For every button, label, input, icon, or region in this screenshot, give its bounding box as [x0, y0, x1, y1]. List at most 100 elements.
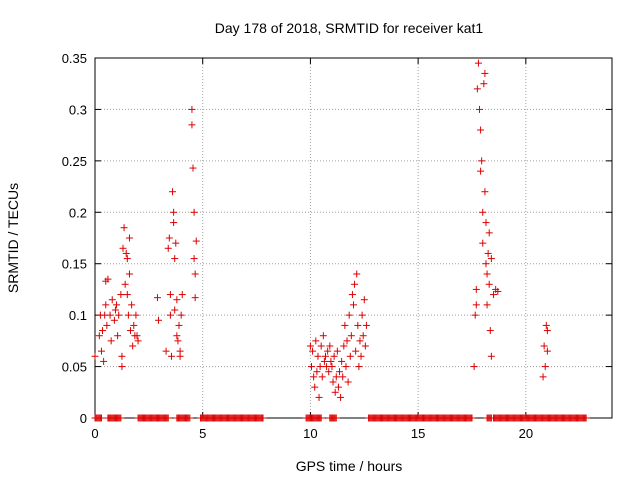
data-point	[359, 332, 367, 340]
data-point	[362, 321, 370, 329]
data-point	[541, 363, 549, 371]
data-point	[95, 332, 103, 340]
data-point	[188, 105, 196, 113]
data-point	[190, 255, 198, 263]
data-point	[340, 342, 348, 350]
x-tick-label: 0	[91, 426, 98, 441]
data-point	[164, 244, 172, 252]
data-point	[539, 373, 547, 381]
data-point	[314, 352, 322, 360]
data-point	[484, 249, 492, 257]
data-point	[130, 321, 138, 329]
y-tick-label: 0	[80, 411, 87, 426]
data-point	[91, 352, 99, 360]
data-point	[490, 291, 498, 299]
data-point	[166, 311, 174, 319]
data-point	[348, 291, 356, 299]
data-point	[110, 316, 118, 324]
data-point	[189, 164, 197, 172]
data-point	[128, 301, 136, 309]
y-tick-label: 0.35	[62, 51, 87, 66]
data-point	[171, 255, 179, 263]
data-point	[341, 321, 349, 329]
data-point	[331, 388, 339, 396]
y-tick-label: 0.2	[69, 205, 87, 220]
data-point	[125, 234, 133, 242]
data-point	[347, 332, 355, 340]
data-point	[317, 342, 325, 350]
data-point	[117, 414, 125, 422]
data-point	[191, 270, 199, 278]
data-point	[129, 342, 137, 350]
data-point	[111, 306, 119, 314]
data-point	[542, 321, 550, 329]
data-point	[476, 105, 484, 113]
data-point	[120, 224, 128, 232]
data-point	[482, 260, 490, 268]
data-point	[123, 291, 131, 299]
data-point	[468, 414, 476, 422]
y-tick-label: 0.25	[62, 154, 87, 169]
data-point	[309, 347, 317, 355]
data-point	[472, 301, 480, 309]
x-axis-label: GPS time / hours	[296, 458, 403, 474]
data-point	[320, 357, 328, 365]
data-point	[119, 244, 127, 252]
data-point	[474, 59, 482, 67]
data-point	[351, 280, 359, 288]
data-point	[481, 69, 489, 77]
data-point	[358, 311, 366, 319]
data-point	[473, 85, 481, 93]
data-point	[483, 270, 491, 278]
data-point	[190, 208, 198, 216]
data-point	[472, 285, 480, 293]
data-point	[153, 294, 161, 302]
data-point	[360, 296, 368, 304]
data-point	[342, 363, 350, 371]
data-point	[361, 342, 369, 350]
data-point	[315, 393, 323, 401]
data-point	[333, 347, 341, 355]
data-point	[350, 301, 357, 309]
data-point	[162, 347, 170, 355]
data-point	[170, 208, 178, 216]
y-tick-label: 0.3	[69, 102, 87, 117]
x-tick-label: 10	[303, 426, 317, 441]
tick-labels: 0 0.05 0.1 0.15 0.2 0.25 0.3 0.35 0 5 10 15 20	[62, 51, 533, 441]
data-point	[171, 306, 179, 314]
data-point	[177, 311, 185, 319]
data-point	[175, 321, 183, 329]
data-point	[104, 275, 112, 283]
data-point	[313, 368, 321, 376]
x-tick-label: 20	[519, 426, 533, 441]
data-point	[352, 347, 360, 355]
data-point	[115, 311, 123, 319]
plot-frame	[94, 57, 613, 419]
data-point	[107, 337, 115, 345]
x-tick-label: 15	[411, 426, 425, 441]
data-point	[329, 378, 337, 386]
data-point	[108, 296, 116, 304]
data-point	[319, 332, 327, 340]
data-point	[485, 229, 493, 237]
data-point	[167, 352, 175, 360]
data-point	[164, 414, 172, 422]
data-point	[316, 363, 324, 371]
data-point	[354, 321, 362, 329]
data-point	[357, 352, 365, 360]
data-point	[470, 363, 478, 371]
data-point	[311, 383, 319, 391]
grid	[95, 58, 612, 418]
data-point	[121, 280, 129, 288]
data-point	[326, 342, 334, 350]
data-point	[176, 352, 184, 360]
data-point	[321, 352, 329, 360]
data-point	[482, 219, 490, 227]
data-point	[318, 373, 326, 381]
data-point	[118, 352, 126, 360]
data-point	[477, 167, 485, 175]
data-point	[166, 291, 174, 299]
data-point	[327, 357, 335, 365]
data-point	[155, 316, 163, 324]
data-point	[543, 327, 551, 335]
